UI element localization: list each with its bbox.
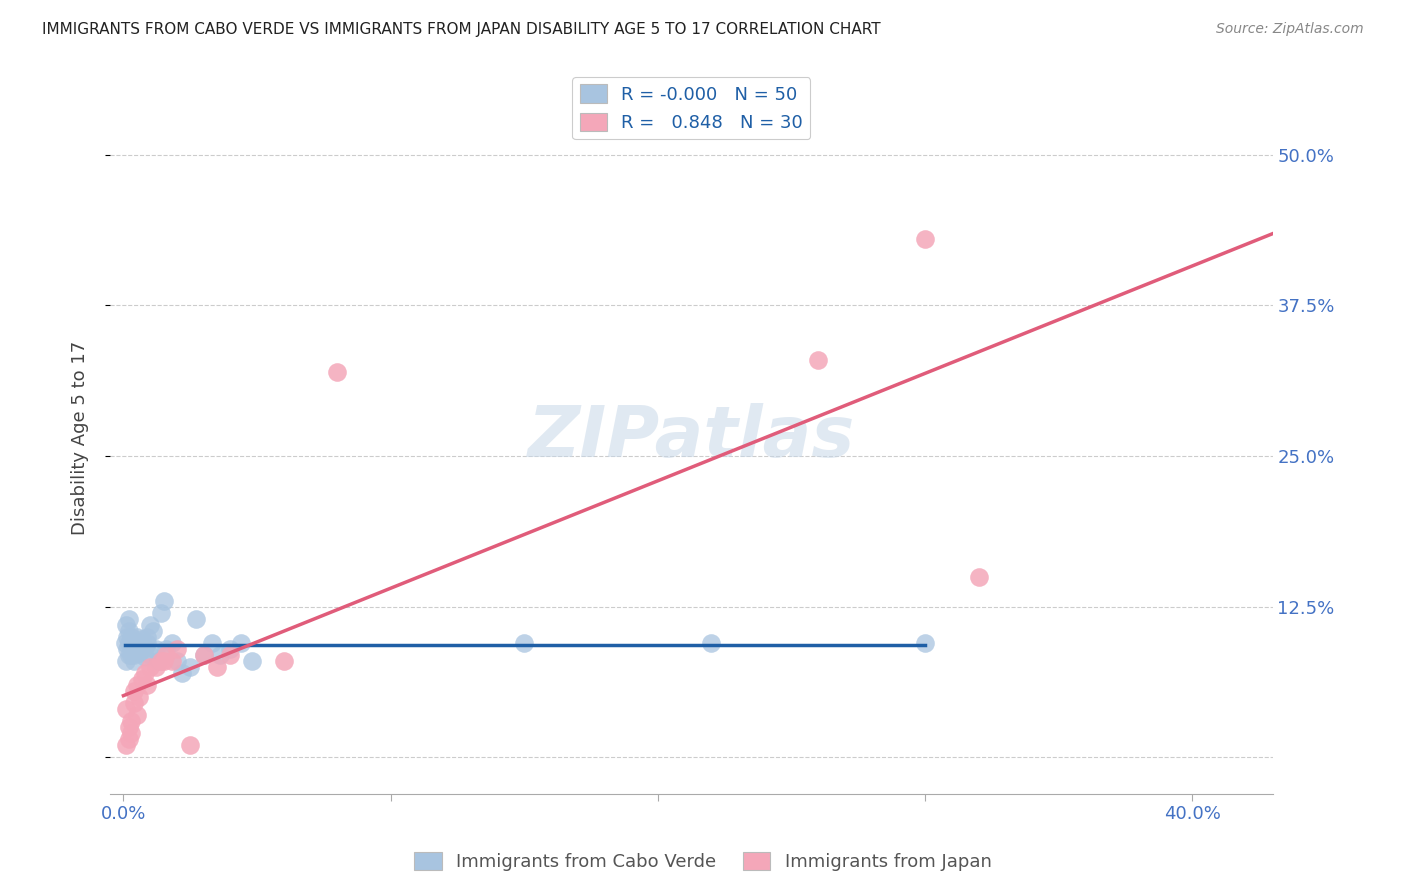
Point — [152, 654, 174, 668]
Point — [205, 660, 228, 674]
Point — [115, 654, 138, 668]
Point — [179, 739, 201, 753]
Point — [115, 617, 138, 632]
Point — [152, 593, 174, 607]
Point — [145, 660, 167, 674]
Point — [134, 666, 156, 681]
Point — [134, 650, 156, 665]
Point — [131, 672, 153, 686]
Point — [131, 632, 153, 647]
Point — [166, 654, 188, 668]
Point — [122, 648, 145, 662]
Point — [914, 232, 936, 246]
Point — [160, 636, 183, 650]
Y-axis label: Disability Age 5 to 17: Disability Age 5 to 17 — [72, 341, 89, 535]
Point — [513, 636, 536, 650]
Point — [967, 569, 990, 583]
Point — [160, 654, 183, 668]
Point — [128, 690, 150, 705]
Point — [128, 634, 150, 648]
Point — [146, 654, 169, 668]
Point — [914, 636, 936, 650]
Point — [219, 642, 242, 657]
Point — [118, 648, 141, 662]
Point — [122, 684, 145, 698]
Point — [149, 654, 172, 668]
Point — [128, 646, 150, 660]
Point — [131, 638, 153, 652]
Point — [125, 708, 148, 723]
Point — [139, 660, 162, 674]
Point — [166, 642, 188, 657]
Point — [149, 606, 172, 620]
Point — [120, 648, 142, 662]
Point — [273, 654, 295, 668]
Text: Source: ZipAtlas.com: Source: ZipAtlas.com — [1216, 22, 1364, 37]
Point — [807, 352, 830, 367]
Point — [125, 636, 148, 650]
Point — [700, 636, 723, 650]
Point — [122, 654, 145, 668]
Point — [193, 648, 215, 662]
Point — [208, 648, 231, 662]
Point — [142, 624, 165, 638]
Point — [118, 636, 141, 650]
Point — [117, 642, 139, 657]
Point — [120, 642, 142, 657]
Point — [114, 636, 136, 650]
Point — [155, 642, 177, 657]
Point — [122, 696, 145, 710]
Point — [172, 666, 194, 681]
Point — [136, 636, 159, 650]
Point — [179, 660, 201, 674]
Point — [229, 636, 252, 650]
Point — [118, 612, 141, 626]
Point — [134, 640, 156, 655]
Text: IMMIGRANTS FROM CABO VERDE VS IMMIGRANTS FROM JAPAN DISABILITY AGE 5 TO 17 CORRE: IMMIGRANTS FROM CABO VERDE VS IMMIGRANTS… — [42, 22, 880, 37]
Point — [117, 630, 139, 644]
Point — [128, 640, 150, 654]
Point — [120, 726, 142, 740]
Text: ZIPatlas: ZIPatlas — [527, 403, 855, 473]
Point — [115, 702, 138, 716]
Point — [115, 739, 138, 753]
Point — [118, 720, 141, 734]
Point — [240, 654, 263, 668]
Point — [118, 732, 141, 747]
Legend: Immigrants from Cabo Verde, Immigrants from Japan: Immigrants from Cabo Verde, Immigrants f… — [408, 845, 998, 879]
Point — [125, 630, 148, 644]
Point — [219, 648, 242, 662]
Point — [118, 624, 141, 638]
Point — [193, 648, 215, 662]
Point — [139, 648, 162, 662]
Point — [125, 678, 148, 692]
Point — [139, 617, 162, 632]
Point — [136, 678, 159, 692]
Point — [326, 365, 349, 379]
Point — [155, 648, 177, 662]
Point — [122, 642, 145, 657]
Point — [120, 714, 142, 729]
Point — [184, 612, 207, 626]
Point — [125, 644, 148, 658]
Point — [120, 636, 142, 650]
Point — [145, 642, 167, 657]
Point — [201, 636, 224, 650]
Point — [120, 630, 142, 644]
Legend: R = -0.000   N = 50, R =   0.848   N = 30: R = -0.000 N = 50, R = 0.848 N = 30 — [572, 77, 810, 139]
Point — [136, 630, 159, 644]
